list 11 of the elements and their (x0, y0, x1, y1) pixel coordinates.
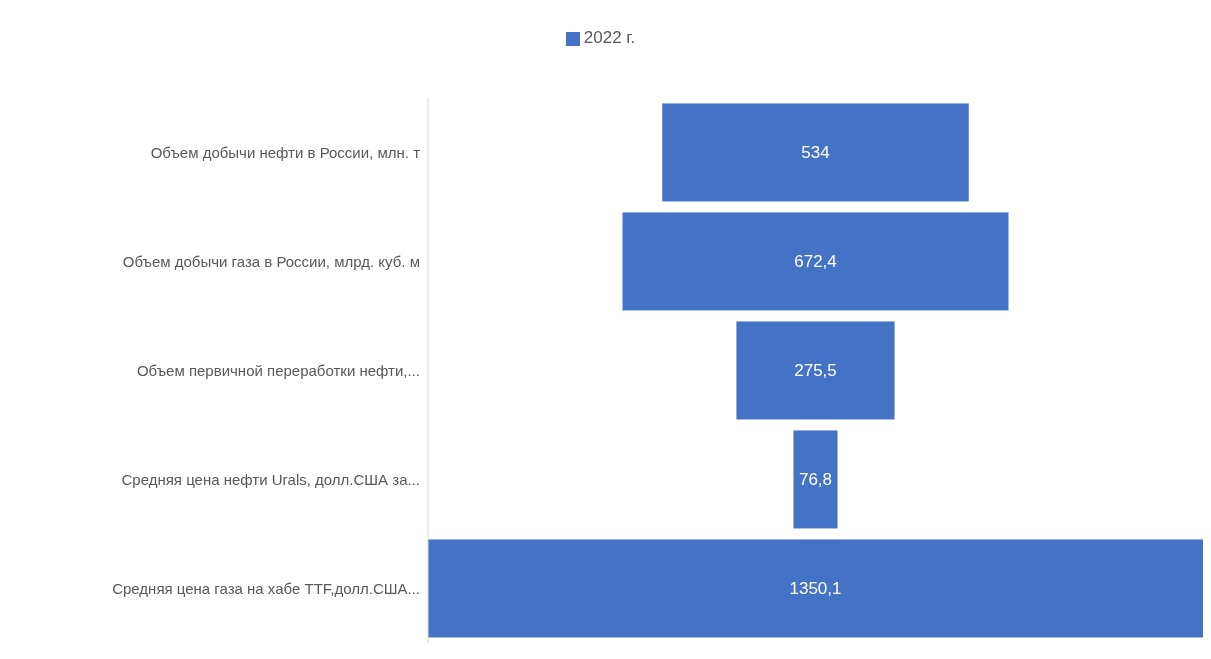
data-label: 672,4 (794, 251, 837, 271)
data-label: 1350,1 (789, 578, 842, 598)
category-label: Средняя цена нефти Urals, долл.США за... (121, 470, 420, 488)
category-label: Объем добычи газа в России, млрд. куб. м (122, 252, 420, 270)
data-label: 534 (801, 142, 830, 162)
category-label: Средняя цена газа на хабе TTF,долл.США... (112, 579, 420, 597)
category-label: Объем добычи нефти в России, млн. т (150, 143, 421, 161)
legend-label: 2022 г. (583, 28, 636, 47)
data-label: 275,5 (794, 360, 837, 380)
category-label: Объем первичной переработки нефти,... (136, 361, 420, 379)
data-label: 76,8 (798, 469, 833, 489)
